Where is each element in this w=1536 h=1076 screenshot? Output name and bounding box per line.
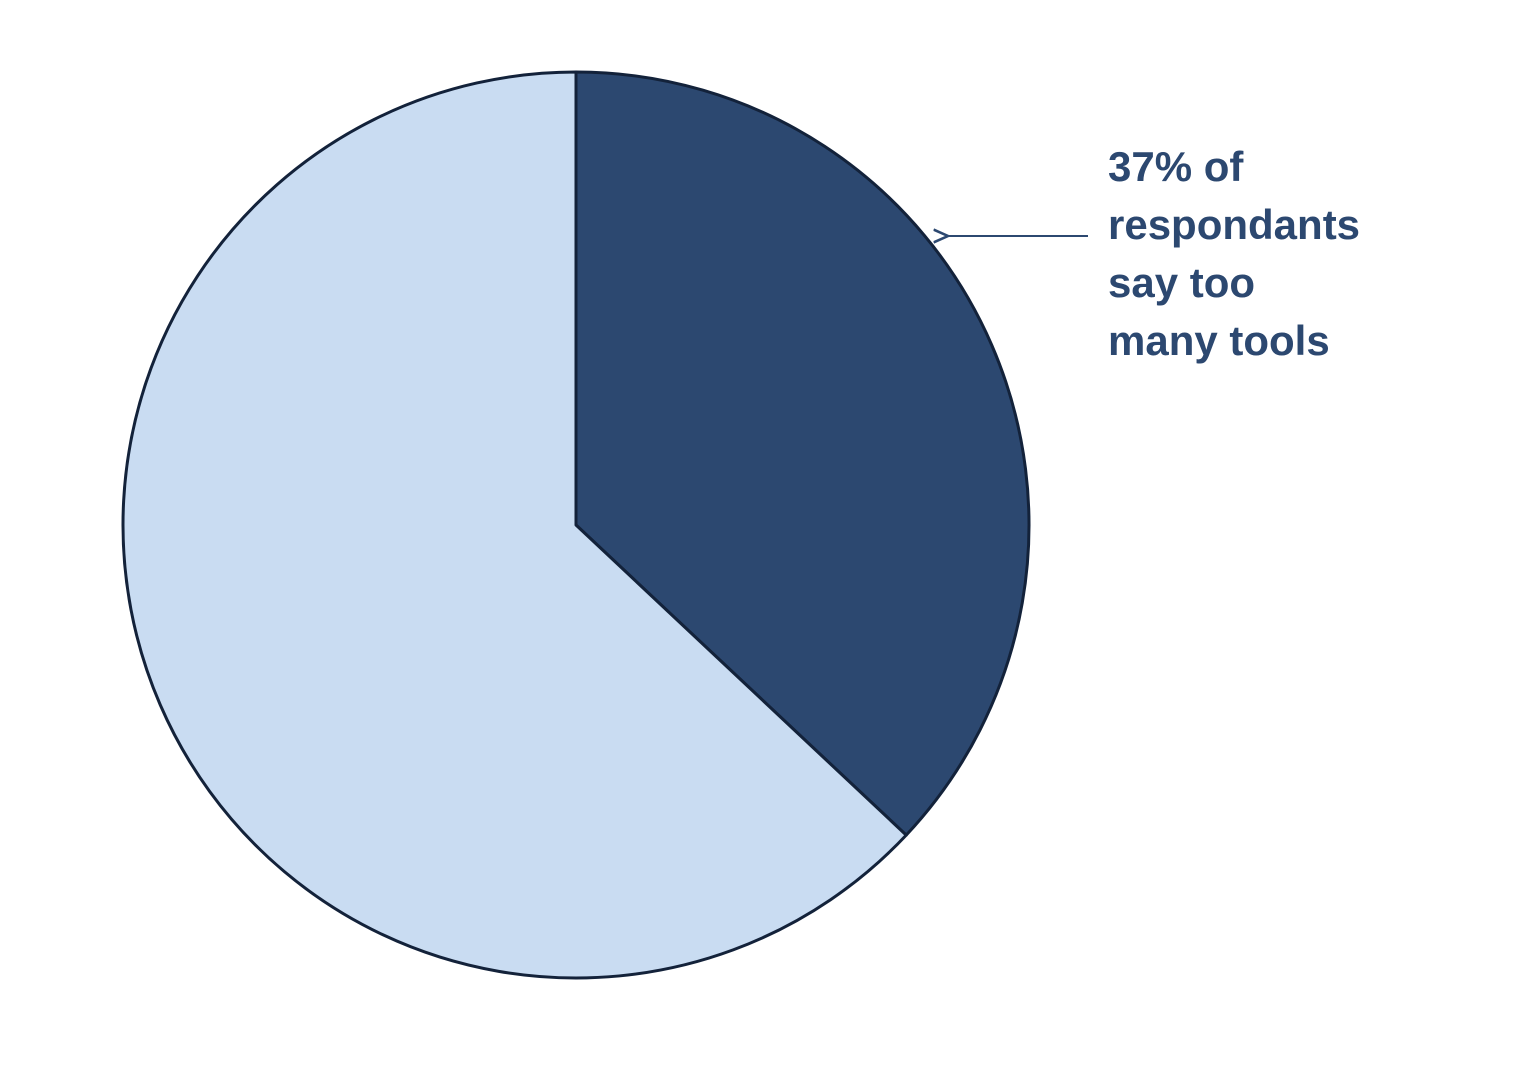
pie-slice — [574, 70, 1031, 837]
pie-slice — [121, 70, 908, 980]
pie — [121, 70, 1031, 980]
annotation: 37% of respondants say too many tools — [1108, 143, 1361, 364]
